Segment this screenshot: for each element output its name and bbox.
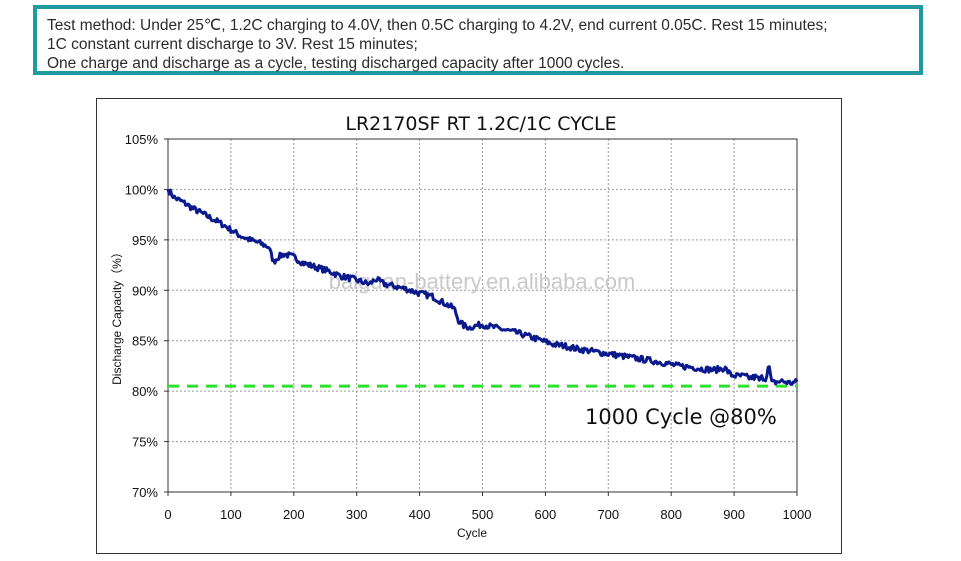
test-method-box: Test method: Under 25℃, 1.2C charging to… xyxy=(33,5,923,75)
test-method-line-3: One charge and discharge as a cycle, tes… xyxy=(47,55,625,72)
x-tick-label: 300 xyxy=(346,507,368,522)
y-tick-label: 95% xyxy=(132,233,158,248)
chart-title: LR2170SF RT 1.2C/1C CYCLE xyxy=(345,113,616,135)
x-tick-label: 900 xyxy=(723,507,745,522)
x-axis-label: Cycle xyxy=(457,526,487,540)
y-tick-label: 75% xyxy=(132,435,158,450)
x-tick-label: 700 xyxy=(597,507,619,522)
y-axis-label: Discharge Capacity（%） xyxy=(110,246,124,385)
chart-frame: LR2170SF RT 1.2C/1C CYCLE baiguan-batter… xyxy=(96,98,842,554)
x-tick-label: 1000 xyxy=(783,507,812,522)
x-axis-ticks: 0 100 200 300 400 500 600 700 800 900 1000 xyxy=(164,492,811,522)
series-line xyxy=(166,188,799,386)
test-method-line-1: Test method: Under 25℃, 1.2C charging to… xyxy=(47,17,828,34)
y-tick-label: 80% xyxy=(132,384,158,399)
cycle-chart: LR2170SF RT 1.2C/1C CYCLE baiguan-batter… xyxy=(110,113,811,540)
x-tick-label: 600 xyxy=(535,507,557,522)
y-tick-label: 85% xyxy=(132,334,158,349)
y-tick-label: 105% xyxy=(125,132,159,147)
x-tick-label: 500 xyxy=(472,507,494,522)
cycle-annotation: 1000 Cycle @80% xyxy=(585,405,777,429)
test-method-line-2: 1C constant current discharge to 3V. Res… xyxy=(47,36,418,53)
y-axis-ticks: 70% 75% 80% 85% 90% 95% 100% 105% xyxy=(125,132,168,500)
x-tick-label: 800 xyxy=(660,507,682,522)
y-tick-label: 100% xyxy=(125,182,159,197)
x-tick-label: 200 xyxy=(283,507,305,522)
x-tick-label: 0 xyxy=(164,507,171,522)
x-tick-label: 400 xyxy=(409,507,431,522)
x-tick-label: 100 xyxy=(220,507,242,522)
grid-lines xyxy=(168,139,797,492)
y-tick-label: 70% xyxy=(132,485,158,500)
y-tick-label: 90% xyxy=(132,283,158,298)
